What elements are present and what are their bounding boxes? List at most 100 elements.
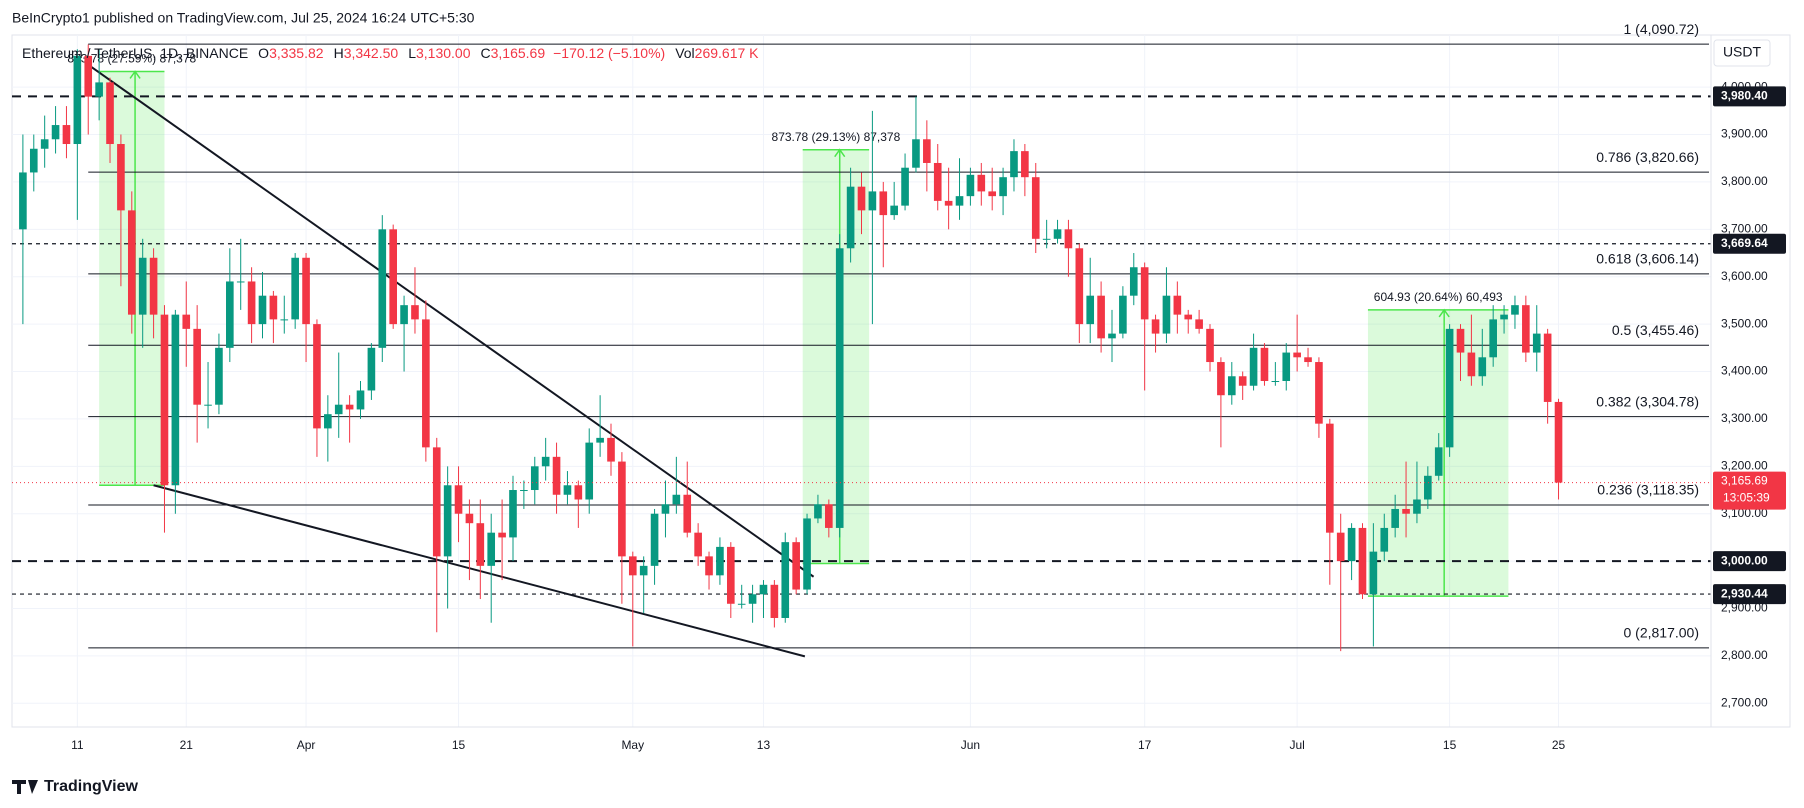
candle-body (748, 594, 757, 604)
candle-body (422, 319, 430, 448)
level-tag-label: 3,980.40 (1721, 89, 1768, 103)
measure-label: 873.78 (27.59%) 87,378 (67, 52, 196, 66)
currency[interactable]: USDT (1723, 44, 1762, 60)
candle-body (1227, 376, 1236, 396)
candle-body (1489, 319, 1497, 358)
countdown: 13:05:39 (1723, 491, 1770, 505)
candle-body (280, 319, 289, 321)
fib-label: 0 (2,817.00) (1624, 625, 1700, 641)
candle-body (487, 532, 496, 566)
candle-body (19, 172, 27, 230)
ohlc-key: C (480, 45, 490, 61)
candle-body (1554, 401, 1563, 483)
change: −170.12 (−5.10%) (553, 45, 665, 61)
fib-label: 0.382 (3,304.78) (1596, 393, 1699, 409)
candle-body (1249, 347, 1258, 386)
candle-body (1402, 508, 1410, 514)
candle-body (432, 447, 441, 557)
candle-body (1315, 362, 1323, 424)
candle-body (291, 257, 299, 320)
y-tick-label: 3,600.00 (1721, 269, 1768, 283)
candle-body (1140, 267, 1149, 320)
candle-body (1500, 314, 1508, 320)
price-tag-label: 3,165.69 (1721, 474, 1768, 488)
candle-body (683, 494, 692, 533)
candle-body (650, 513, 659, 566)
ohlc-value: 3,342.50 (344, 45, 399, 61)
candle-body (541, 456, 550, 467)
candle-body (1511, 305, 1519, 315)
candle-body (1053, 229, 1062, 239)
candle-body (1097, 295, 1105, 339)
vol-key: Vol (675, 45, 694, 61)
ohlc-value: 3,165.69 (491, 45, 546, 61)
y-tick-label: 2,800.00 (1721, 648, 1768, 662)
measure-arrow-head (834, 148, 846, 158)
candle-body (999, 177, 1007, 197)
x-tick-label: Jun (961, 738, 980, 752)
candle-body (204, 404, 212, 406)
candle-body (639, 565, 648, 576)
trendline (84, 61, 815, 578)
candle-body (520, 490, 528, 492)
vol: 269.617 K (695, 45, 759, 61)
candle-body (1129, 267, 1138, 296)
candle-body (1042, 238, 1051, 240)
candle-body (1021, 151, 1029, 178)
candle-body (106, 82, 114, 145)
candle-body (574, 485, 583, 500)
candle-body (944, 200, 953, 206)
y-tick-label: 3,200.00 (1721, 458, 1768, 472)
y-tick-label: 2,900.00 (1721, 601, 1768, 615)
x-tick-label: Apr (297, 738, 316, 752)
currency-box[interactable] (1713, 39, 1771, 67)
candle-body (1543, 333, 1552, 402)
candle-body (1391, 508, 1399, 528)
y-tick-label: 3,700.00 (1721, 222, 1768, 236)
candle-body (324, 414, 332, 429)
x-tick-label: 15 (452, 738, 466, 752)
candle-body (1478, 357, 1487, 377)
x-tick-label: May (621, 738, 644, 752)
candle-body (400, 305, 408, 325)
candle-body (498, 532, 506, 538)
candle-body (1336, 532, 1345, 562)
x-tick-label: 17 (1138, 738, 1152, 752)
fib-label: 1 (4,090.72) (1624, 21, 1700, 37)
candle-body (1456, 328, 1465, 353)
x-tick-label: 25 (1552, 738, 1566, 752)
candle-body (29, 148, 38, 173)
candle-body (879, 191, 888, 216)
candle-body (62, 125, 71, 145)
candle-body (672, 494, 681, 505)
candle-body (955, 196, 964, 206)
candle-body (1108, 333, 1116, 339)
candle-body (661, 504, 670, 514)
level-tag (1713, 551, 1786, 572)
symbol-line: Ethereum / TetherUS, 1D, BINANCE O3,335.8… (22, 45, 759, 61)
candle-body (236, 281, 245, 283)
candle-body (923, 139, 931, 163)
candle-body (1293, 352, 1301, 358)
candle-body (933, 162, 942, 201)
candle-body (1260, 347, 1269, 381)
measure-arrow-head (1438, 308, 1450, 318)
publisher: BeInCrypto1 published on TradingView.com… (12, 10, 475, 26)
candle-body (530, 466, 539, 491)
candle-body (1424, 475, 1432, 500)
candle-body (476, 523, 485, 566)
y-tick-label: 3,900.00 (1721, 127, 1768, 141)
ohlc-value: 3,335.82 (269, 45, 324, 61)
symbol: Ethereum / TetherUS, 1D, BINANCE (22, 45, 248, 61)
fib-label: 0.236 (3,118.35) (1597, 482, 1699, 498)
candle-body (618, 461, 626, 557)
candle-body (1195, 319, 1203, 329)
candle-body (857, 186, 866, 211)
candle-body (607, 437, 615, 462)
candle-body (628, 556, 637, 576)
candle-body (226, 281, 234, 348)
candle-body (1445, 328, 1454, 448)
measure-label: 604.93 (20.64%) 60,493 (1374, 290, 1503, 304)
x-tick-label: Jul (1289, 738, 1304, 752)
